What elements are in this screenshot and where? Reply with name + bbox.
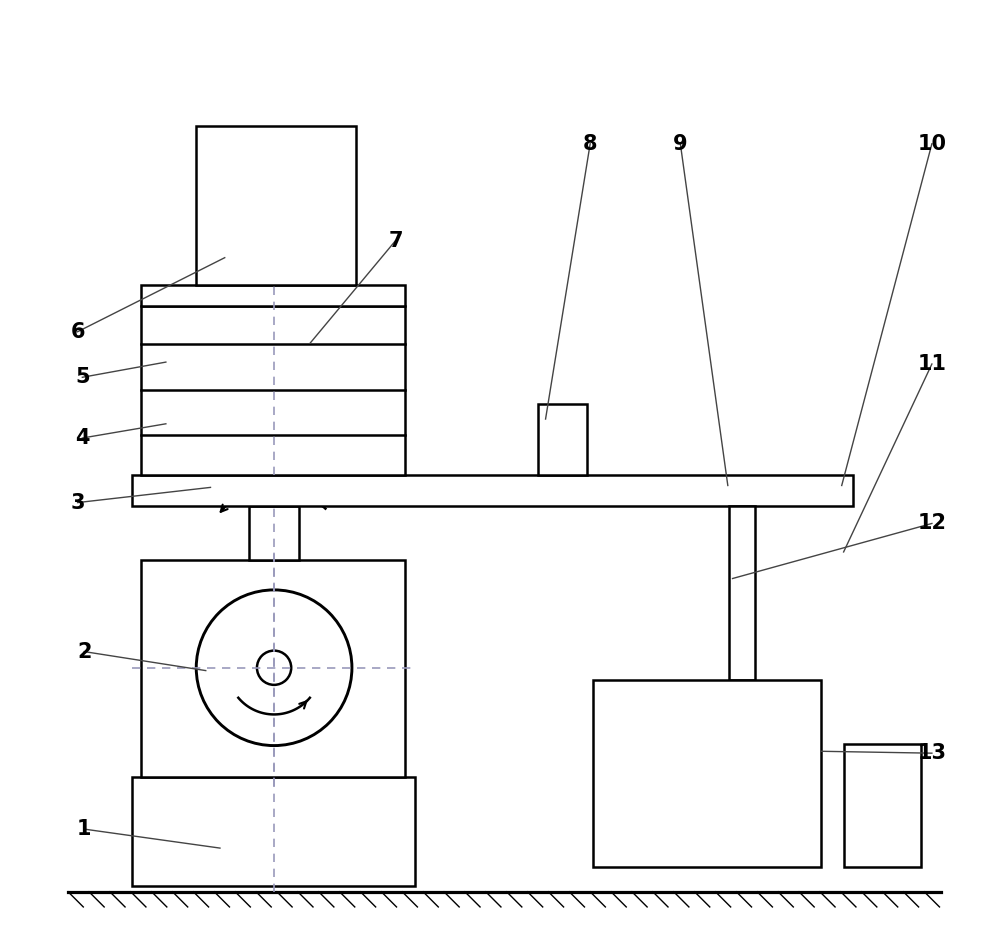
Bar xyxy=(132,777,415,886)
Text: 8: 8 xyxy=(583,134,597,154)
Text: 7: 7 xyxy=(388,230,403,250)
Bar xyxy=(141,561,405,777)
Text: 4: 4 xyxy=(75,428,90,448)
Text: 9: 9 xyxy=(673,134,688,154)
Bar xyxy=(593,680,821,867)
Bar xyxy=(141,286,405,307)
Bar xyxy=(249,506,299,561)
Text: 11: 11 xyxy=(917,354,946,374)
Text: 5: 5 xyxy=(75,367,90,387)
Text: 6: 6 xyxy=(70,322,85,342)
Bar xyxy=(844,744,921,867)
Text: 13: 13 xyxy=(917,744,946,764)
Bar xyxy=(729,506,755,680)
Bar xyxy=(141,307,405,475)
Text: 2: 2 xyxy=(77,642,91,662)
Text: 3: 3 xyxy=(70,492,85,512)
Bar xyxy=(196,126,356,286)
Bar xyxy=(132,475,853,506)
Text: 12: 12 xyxy=(917,513,946,533)
Bar xyxy=(538,404,587,475)
Text: 10: 10 xyxy=(917,134,946,154)
Text: 1: 1 xyxy=(77,819,91,839)
